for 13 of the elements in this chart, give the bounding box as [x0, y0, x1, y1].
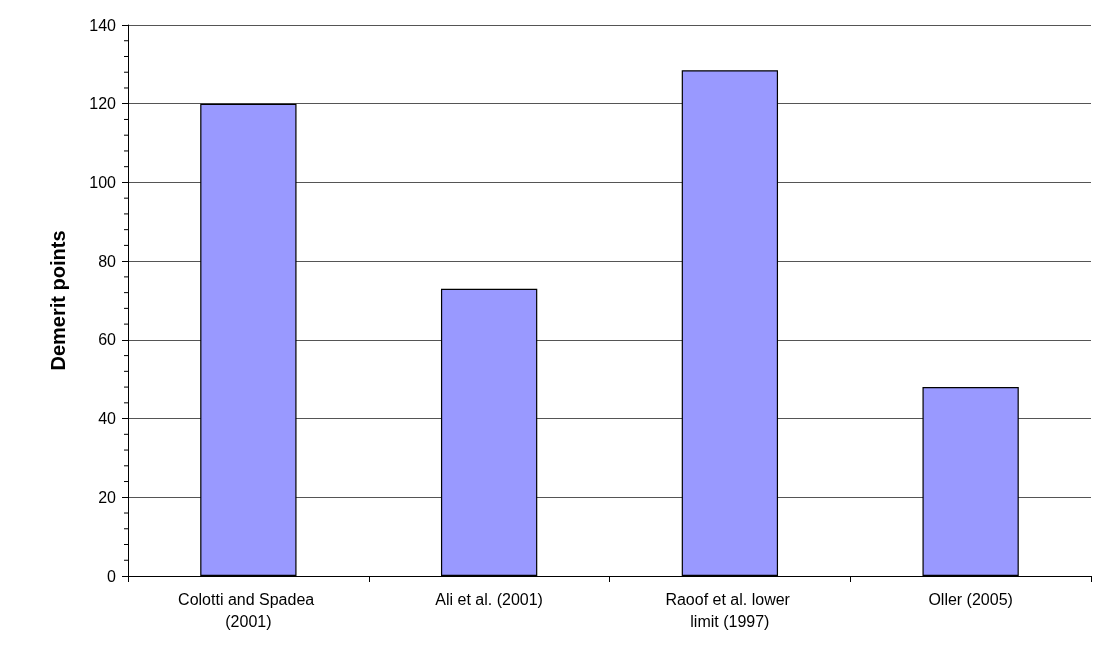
x-tick-label: Ali et al. (2001)	[435, 590, 543, 608]
x-tick-label: Colotti and Spadea (2001)	[178, 590, 319, 630]
y-tick-label: 40	[98, 410, 117, 428]
y-tick-label: 80	[98, 252, 117, 270]
x-tick-label: Oller (2005)	[928, 590, 1013, 608]
y-tick-label: 60	[98, 331, 117, 349]
y-tick-label: 140	[89, 16, 117, 34]
y-tick-label: 100	[89, 173, 117, 191]
y-axis-title: Demerit points	[47, 230, 69, 371]
x-tick-label: Raoof et al. lower limit (1997)	[665, 590, 795, 630]
y-tick-label: 20	[98, 488, 117, 506]
y-tick-label: 120	[89, 95, 117, 113]
y-tick-label: 0	[107, 567, 117, 585]
